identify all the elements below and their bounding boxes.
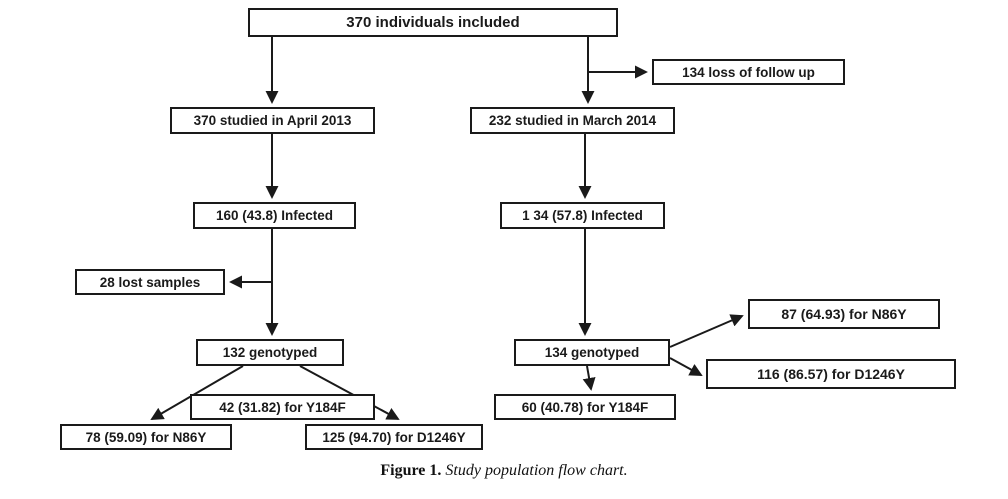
node-infected-right: 1 34 (57.8) Infected: [500, 202, 665, 229]
node-n86y-right: 87 (64.93) for N86Y: [748, 299, 940, 329]
node-n86y-left: 78 (59.09) for N86Y: [60, 424, 232, 450]
node-studied-march-2014: 232 studied in March 2014: [470, 107, 675, 134]
node-d1246y-left: 125 (94.70) for D1246Y: [305, 424, 483, 450]
figure-caption: Figure 1. Study population flow chart.: [0, 462, 1008, 480]
node-genotyped-right: 134 genotyped: [514, 339, 670, 366]
node-genotyped-left: 132 genotyped: [196, 339, 344, 366]
figure-caption-text: Study population flow chart.: [441, 462, 628, 479]
node-d1246y-right: 116 (86.57) for D1246Y: [706, 359, 956, 389]
node-lost-samples: 28 lost samples: [75, 269, 225, 295]
node-individuals-included: 370 individuals included: [248, 8, 618, 37]
node-y184f-left: 42 (31.82) for Y184F: [190, 394, 375, 420]
node-loss-of-follow-up: 134 loss of follow up: [652, 59, 845, 85]
node-y184f-right: 60 (40.78) for Y184F: [494, 394, 676, 420]
node-studied-april-2013: 370 studied in April 2013: [170, 107, 375, 134]
node-infected-left: 160 (43.8) Infected: [193, 202, 356, 229]
figure-caption-label: Figure 1.: [380, 462, 442, 479]
